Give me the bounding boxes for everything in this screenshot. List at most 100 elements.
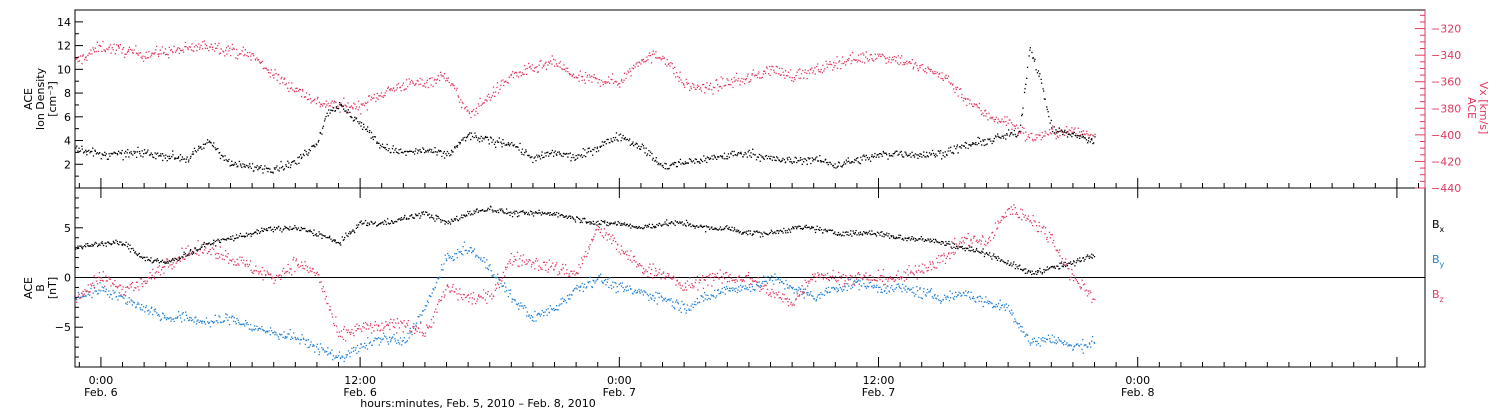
bx-series-point	[269, 226, 272, 228]
by-series-point	[751, 283, 753, 286]
density-series-point	[737, 152, 740, 154]
by-series-point	[665, 300, 667, 303]
by-series	[75, 241, 1096, 363]
density-series-point	[1026, 77, 1028, 79]
by-series-point	[572, 290, 574, 292]
density-series-point	[308, 148, 310, 151]
by-series-point	[294, 336, 296, 338]
bz-series-point	[1002, 217, 1005, 219]
vx-series-point	[758, 71, 760, 73]
by-series-point	[982, 305, 984, 308]
bx-series-point	[297, 227, 300, 229]
bz-series-point	[198, 254, 200, 256]
bz-series-point	[833, 277, 835, 280]
vx-series-point	[387, 87, 389, 89]
by-series-point	[772, 276, 774, 278]
density-series-point	[114, 152, 116, 154]
density-series-point	[410, 150, 413, 152]
density-series-point	[385, 148, 387, 151]
vx-series-point	[1048, 129, 1051, 131]
by-series-point	[661, 296, 663, 298]
bz-series-point	[105, 280, 107, 282]
density-series-point	[921, 156, 923, 158]
by-series-point	[269, 334, 271, 336]
density-series-point	[471, 135, 474, 138]
vx-series-point	[705, 87, 707, 89]
bx-series-point	[101, 243, 104, 245]
density-series-point	[995, 136, 997, 138]
by-series-point	[386, 338, 388, 340]
vx-series-point	[794, 78, 796, 81]
bz-series-point	[153, 278, 156, 280]
vx-series-point	[559, 66, 561, 68]
density-series-point	[796, 161, 798, 164]
by-series-point	[1080, 343, 1082, 345]
vx-series-point	[332, 106, 334, 109]
bz-series-point	[113, 284, 115, 286]
by-series-point	[1082, 352, 1084, 354]
bz-series-point	[743, 280, 745, 282]
bz-series-point	[261, 273, 263, 275]
bx-series-point	[325, 236, 327, 239]
bx-series-point	[174, 257, 176, 260]
vx-series-point	[836, 67, 839, 70]
bz-series-point	[684, 282, 687, 284]
by-series-point	[126, 303, 128, 305]
density-series-point	[559, 153, 562, 155]
by-series-point	[822, 293, 824, 296]
vx-series-point	[1006, 116, 1008, 118]
bz-series-point	[576, 271, 578, 274]
bz-series-point	[510, 252, 512, 255]
vx-series-point	[104, 49, 106, 52]
by-series-point	[629, 285, 631, 287]
vx-series-point	[829, 63, 831, 65]
by-series-point	[984, 301, 986, 303]
bz-series-point	[277, 276, 279, 278]
vx-series-point	[917, 70, 919, 72]
vx-series-point	[103, 49, 105, 51]
by-series-point	[260, 328, 262, 330]
density-series-point	[456, 146, 458, 148]
bz-series-point	[659, 268, 661, 270]
density-series-point	[562, 152, 565, 155]
density-series-point	[596, 147, 598, 150]
bz-series-point	[282, 267, 285, 269]
vx-series-point	[577, 77, 579, 79]
vx-series-point	[563, 68, 566, 70]
bz-series-point	[1082, 284, 1085, 286]
density-series-point	[171, 156, 173, 158]
density-series-point	[721, 155, 724, 157]
density-series-point	[680, 163, 682, 165]
vx-series-point	[741, 81, 744, 83]
vx-series-point	[156, 45, 158, 48]
by-series-point	[443, 263, 445, 265]
bx-series-point	[102, 244, 105, 247]
vx-series-point	[692, 83, 694, 85]
density-series-point	[782, 157, 784, 160]
by-series-point	[465, 249, 467, 251]
density-series-point	[251, 163, 254, 165]
density-series-point	[1087, 142, 1089, 144]
by-series-point	[92, 292, 94, 294]
vx-series-point	[1009, 119, 1011, 121]
vx-series-point	[532, 69, 534, 72]
by-series-point	[698, 301, 701, 304]
vx-series-point	[227, 45, 229, 47]
bz-series-point	[782, 293, 784, 295]
by-series-point	[507, 296, 509, 298]
by-series-point	[111, 298, 113, 300]
density-series-point	[425, 151, 427, 153]
density-series-point	[199, 147, 201, 149]
legend-bz: Bz	[1432, 288, 1444, 304]
bz-series-point	[769, 293, 771, 296]
bz-series-point	[201, 251, 204, 254]
by-series-point	[858, 289, 860, 291]
bz-series-point	[626, 250, 628, 252]
density-series-point	[550, 152, 553, 154]
vx-series-point	[625, 77, 627, 80]
bx-series-point	[183, 251, 185, 253]
density-series-point	[330, 109, 332, 111]
vx-series-point	[829, 61, 831, 63]
vx-series-point	[220, 48, 222, 50]
bx-series-point	[222, 238, 225, 240]
